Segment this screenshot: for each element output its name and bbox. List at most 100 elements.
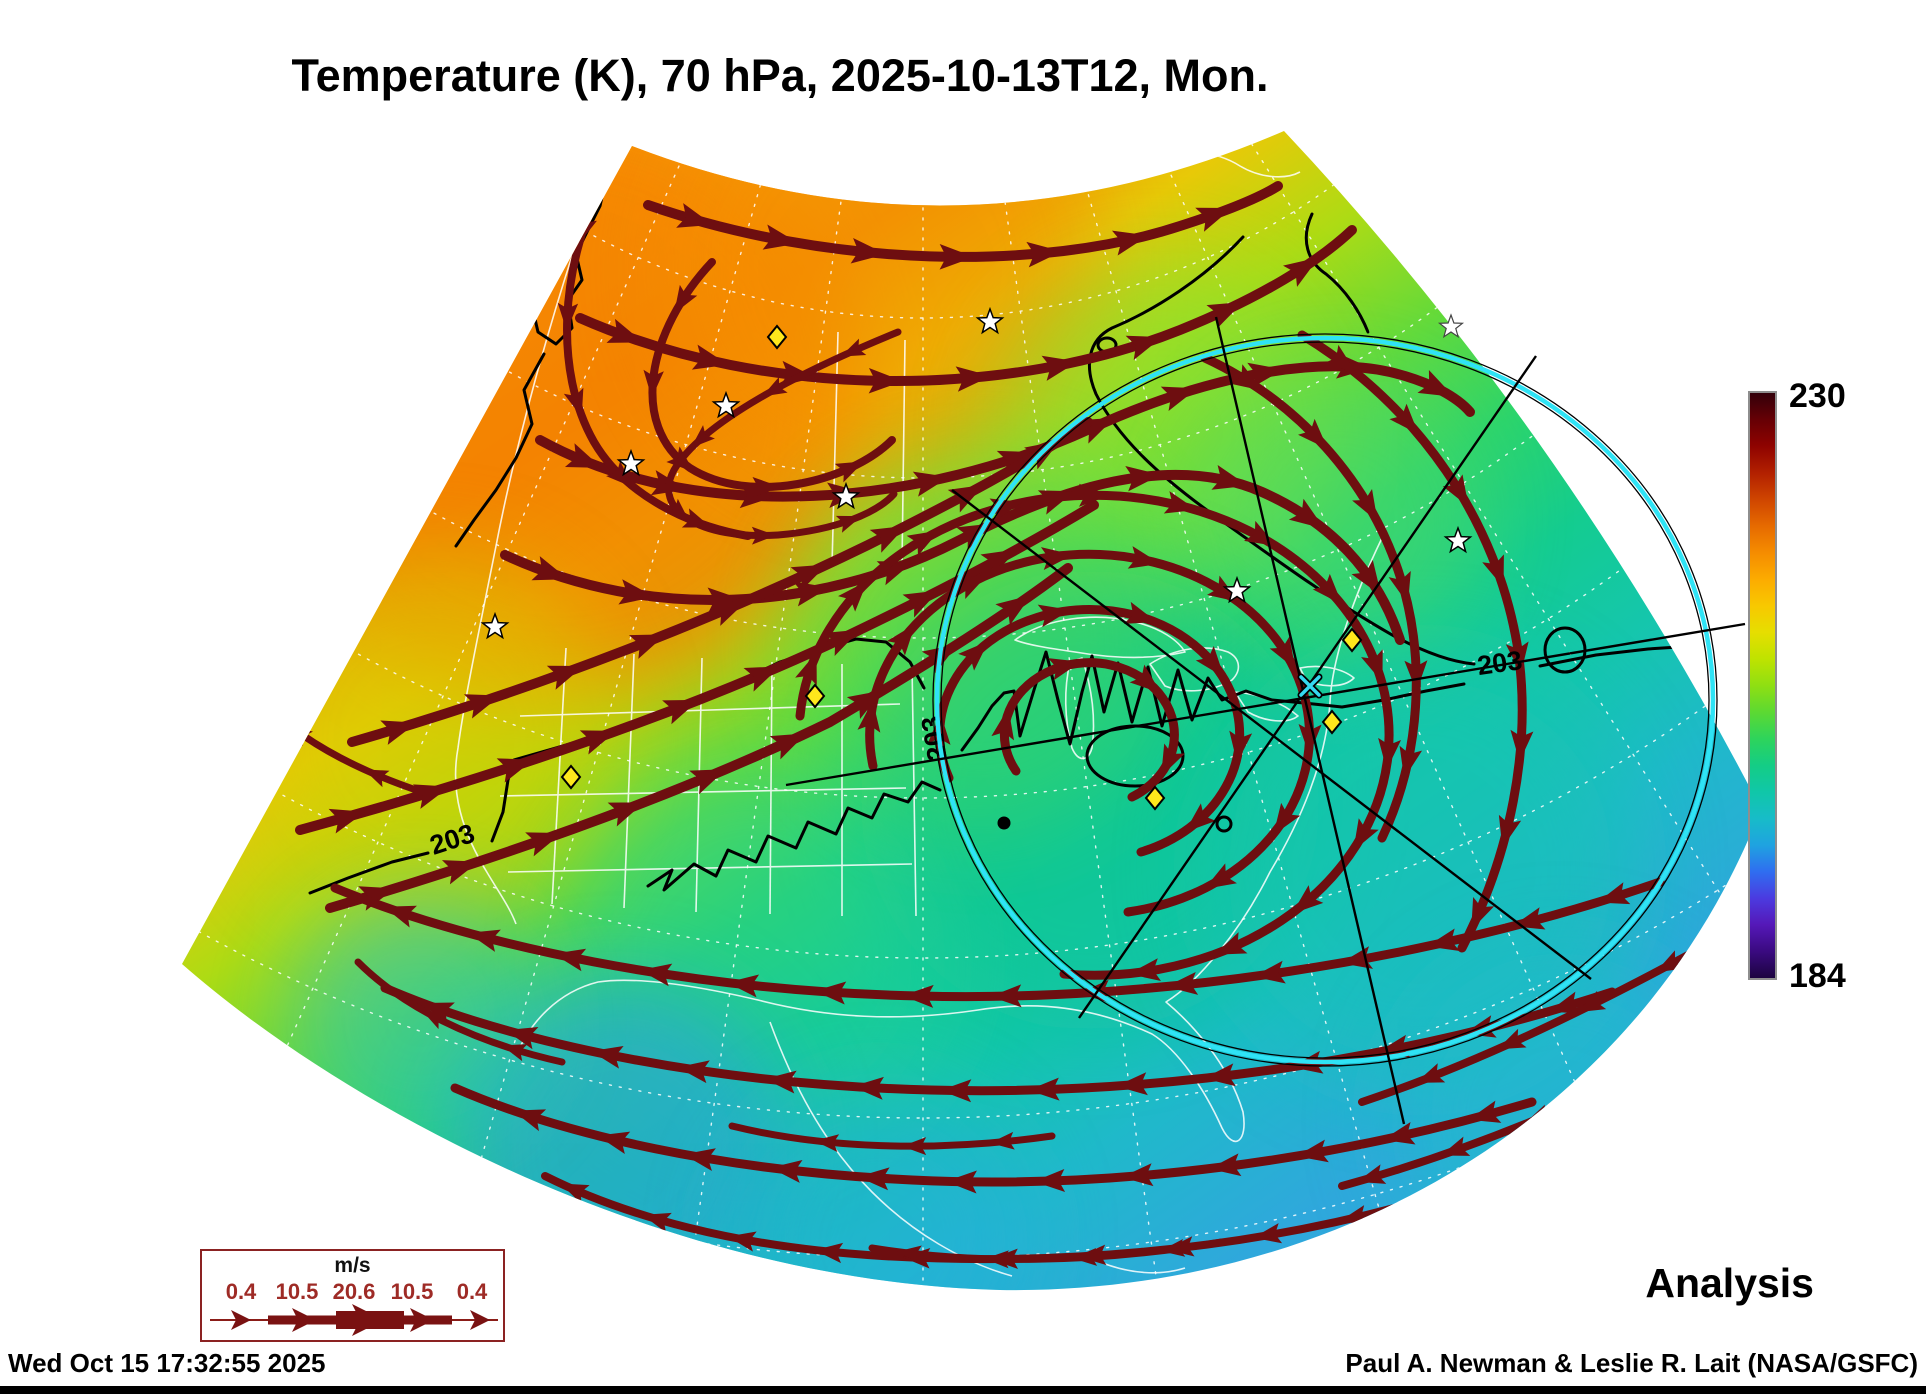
streamline [1297,330,1527,953]
geo-boundary [1014,616,1186,659]
isotherm-closed-loop [1215,815,1233,833]
streamline-arrowhead [1283,257,1319,287]
streamline-arrowhead [1129,664,1161,694]
geo-boundary [1149,647,1240,692]
streamline-arrowhead [1415,1063,1446,1083]
streamline-arrowhead [1298,723,1322,756]
chart-title: Temperature (K), 70 hPa, 2025-10-13T12, … [291,50,1269,101]
streamline-arrowhead [769,733,807,760]
streamline-arrowhead [328,808,366,834]
streamline-arrowhead [1426,928,1460,951]
geo-boundary [551,647,567,905]
streamline-arrowhead [752,476,781,498]
streamline-arrowhead [1269,636,1296,670]
streamline-arrowhead [1229,364,1263,391]
station-star-icon [616,448,646,477]
streamline-arrowhead [1195,207,1232,232]
streamline-arrowhead [945,1170,977,1194]
streamline-arrowhead [989,1131,1015,1150]
streamline-arrowhead [1597,882,1631,905]
streamline-arrowhead [1214,932,1248,955]
streamline-arrowhead [857,1167,890,1191]
streamline-arrowhead [564,443,602,468]
geo-boundary [911,663,917,917]
wind-legend-value: 0.4 [225,1279,257,1304]
streamline-arrowhead [727,1231,757,1252]
credit-text: Paul A. Newman & Leslie R. Lait (NASA/GS… [1345,1348,1918,1378]
streamline-arrowhead [677,1060,710,1084]
station-diamond-icon [804,683,826,709]
station-star-icon [480,611,510,640]
streamline-arrowhead [590,1046,624,1069]
parallel-line [222,131,1624,319]
streamline-arrowhead [606,461,634,488]
station-diamond-icon [1144,785,1166,811]
streamline-arrowhead [1288,498,1325,529]
streamline-arrowhead [1121,1163,1154,1187]
streamline-arrowhead [1548,991,1582,1014]
streamline-arrowhead [531,556,569,581]
geo-boundary [1064,657,1095,760]
streamline-arrowhead [984,1250,1009,1269]
streamline-arrowhead [1442,474,1469,507]
wind-legend-value: 10.5 [275,1279,319,1304]
streamline-arrowhead [441,860,479,885]
streamline-arrowhead [850,238,887,264]
streamline-arrowhead [814,1134,840,1153]
streamline-arrowhead [912,471,950,497]
streamline-arrowhead [380,720,417,745]
station-diamond-icon [560,764,582,790]
streamline-arrowhead [835,515,862,533]
station-star-icon [1443,525,1473,554]
streamline-arrowhead [1160,386,1198,411]
streamline-arrowhead [1026,241,1062,268]
wind-streamlines [274,180,1716,1270]
streamline-arrowhead [1166,972,1199,995]
streamline-arrowhead [1353,818,1379,851]
streamline-arrowhead [1079,483,1111,507]
streamline-arrowhead [762,224,799,250]
streamline-arrowhead [902,1137,927,1156]
streamline-arrowhead [1351,559,1382,596]
geo-boundary [769,661,773,915]
azimuth-line [785,622,1746,787]
streamline-arrowhead [683,1148,716,1171]
streamline-arrowhead [363,769,390,788]
streamline-arrowhead [546,665,584,690]
streamline-arrowhead [1497,1028,1527,1050]
streamline-arrowhead [1361,649,1383,683]
streamline-arrowhead [1116,1072,1148,1096]
streamline-arrowhead [1128,958,1161,982]
streamline-arrowhead [1206,302,1244,329]
streamline-arrowhead [906,530,940,556]
station-diamond-icon [766,324,788,350]
streamline [665,328,902,540]
streamline-arrowhead [852,1076,884,1100]
isotherm-203 [1304,212,1370,334]
streamline-arrowhead [1378,737,1402,770]
geo-boundary [507,863,913,873]
streamline-arrowhead [1324,344,1357,373]
streamline-arrowhead [1468,1100,1502,1123]
streamline-arrowhead [840,338,867,357]
streamline-arrowhead [643,369,664,399]
streamline-arrowhead [505,1026,539,1050]
streamline-arrowhead [1229,730,1253,763]
streamline [795,490,1394,980]
streamline-arrowhead [823,629,861,657]
streamline-arrowhead [1125,335,1163,361]
temperature-blob [1390,950,1730,1290]
streamline-arrowhead [1273,802,1301,835]
streamline-arrowhead [795,652,817,686]
streamline-arrowhead [902,590,940,618]
colorbar-min-label: 184 [1789,957,1846,995]
streamline [354,958,566,1066]
streamline-arrowhead [1037,604,1071,628]
station-star-icon [711,390,741,419]
streamline-arrowhead [1209,1153,1242,1177]
temperature-blob [290,890,550,1150]
streamline-arrowhead [1388,571,1411,605]
streamline-arrowhead [1072,1247,1098,1266]
meridian-line [1000,171,1164,1291]
streamline-arrowhead [421,1009,447,1030]
